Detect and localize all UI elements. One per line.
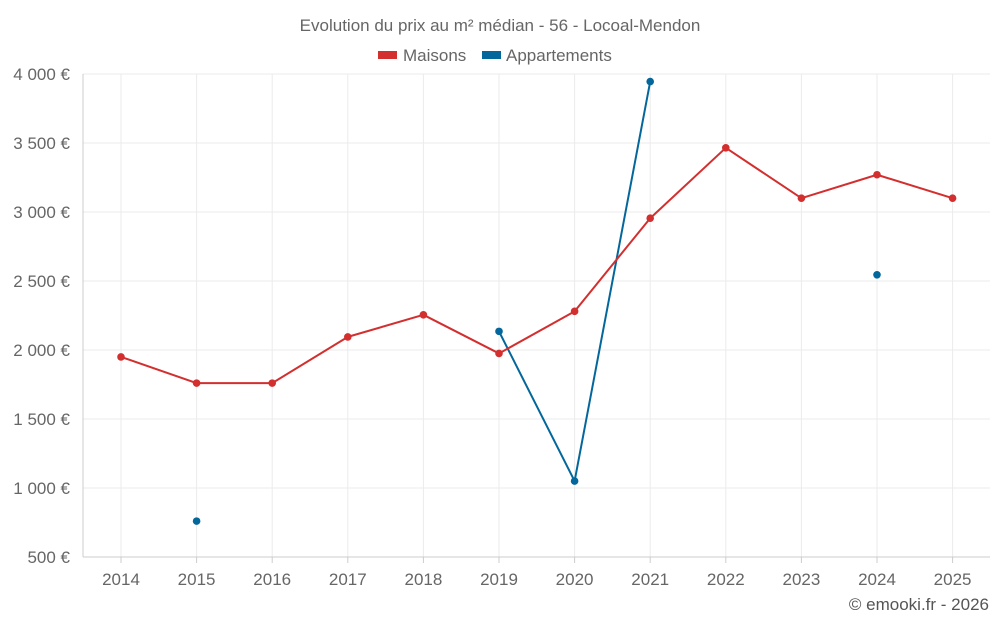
x-tick-label: 2019 bbox=[480, 570, 518, 589]
legend-label-appartements: Appartements bbox=[506, 46, 612, 65]
x-tick-label: 2020 bbox=[556, 570, 594, 589]
y-tick-label: 3 000 € bbox=[13, 203, 70, 222]
appartements-point-2024[interactable] bbox=[873, 270, 881, 279]
y-tick-label: 4 000 € bbox=[13, 65, 70, 84]
x-tick-label: 2018 bbox=[404, 570, 442, 589]
maisons-line-segment bbox=[498, 310, 576, 355]
maisons-line-segment bbox=[120, 355, 198, 385]
x-tick-label: 2016 bbox=[253, 570, 291, 589]
maisons-point-2018[interactable] bbox=[419, 311, 428, 319]
y-tick-label: 3 500 € bbox=[13, 134, 70, 153]
x-tick-label: 2017 bbox=[329, 570, 367, 589]
series-appartements bbox=[192, 77, 881, 525]
maisons-point-2017[interactable] bbox=[344, 333, 352, 341]
maisons-point-2016[interactable] bbox=[268, 379, 277, 387]
legend-label-maisons: Maisons bbox=[403, 46, 466, 65]
maisons-point-2021[interactable] bbox=[646, 214, 654, 223]
maisons-line-segment bbox=[876, 173, 954, 200]
maisons-point-2025[interactable] bbox=[948, 194, 957, 202]
chart-legend: Maisons Appartements bbox=[378, 46, 612, 65]
appartements-point-2020[interactable] bbox=[570, 477, 579, 485]
chart-grid bbox=[83, 73, 990, 558]
maisons-point-2023[interactable] bbox=[797, 194, 806, 202]
maisons-line-segment bbox=[271, 335, 349, 385]
maisons-point-2014[interactable] bbox=[117, 353, 125, 361]
x-tick-label: 2014 bbox=[102, 570, 140, 589]
y-tick-label: 500 € bbox=[27, 548, 70, 567]
y-axis: 500 € 1 000 € 1 500 € 2 000 € 2 500 € 3 000 €… bbox=[13, 65, 84, 567]
y-tick-label: 1 000 € bbox=[13, 479, 70, 498]
legend-swatch-appartements bbox=[482, 51, 501, 59]
appartements-point-2021[interactable] bbox=[646, 77, 654, 86]
appartements-point-2015[interactable] bbox=[192, 517, 201, 525]
maisons-point-2015[interactable] bbox=[192, 379, 201, 387]
maisons-point-2024[interactable] bbox=[873, 170, 881, 179]
maisons-point-2019[interactable] bbox=[495, 349, 503, 358]
appartements-point-2019[interactable] bbox=[495, 327, 503, 336]
x-tick-label: 2015 bbox=[178, 570, 216, 589]
legend-item-appartements[interactable]: Appartements bbox=[482, 46, 612, 65]
credit-text: © emooki.fr - 2026 bbox=[849, 595, 989, 614]
x-tick-label: 2021 bbox=[631, 570, 669, 589]
maisons-line-segment bbox=[800, 173, 878, 200]
y-tick-label: 2 000 € bbox=[13, 341, 70, 360]
series-maisons bbox=[117, 144, 957, 387]
maisons-line-segment bbox=[649, 146, 727, 220]
x-tick-label: 2024 bbox=[858, 570, 896, 589]
x-axis: 2014 2015 2016 2017 2018 2019 2020 2021 2022 2023… bbox=[83, 556, 990, 589]
maisons-line-segment bbox=[346, 313, 425, 338]
maisons-point-2022[interactable] bbox=[722, 144, 730, 152]
chart-title: Evolution du prix au m² médian - 56 - Lo… bbox=[300, 16, 701, 35]
y-tick-label: 2 500 € bbox=[13, 272, 70, 291]
maisons-point-2020[interactable] bbox=[570, 307, 579, 316]
series-layer bbox=[117, 77, 957, 525]
x-tick-label: 2022 bbox=[707, 570, 745, 589]
legend-item-maisons[interactable]: Maisons bbox=[378, 46, 466, 65]
y-tick-label: 1 500 € bbox=[13, 410, 70, 429]
x-tick-label: 2025 bbox=[934, 570, 972, 589]
maisons-line-segment bbox=[422, 313, 500, 355]
maisons-line-segment bbox=[724, 146, 803, 200]
appartements-line-segment bbox=[498, 330, 576, 483]
maisons-line-segment bbox=[573, 217, 652, 313]
x-tick-label: 2023 bbox=[782, 570, 820, 589]
appartements-line-segment bbox=[573, 80, 652, 483]
legend-swatch-maisons bbox=[378, 51, 397, 59]
